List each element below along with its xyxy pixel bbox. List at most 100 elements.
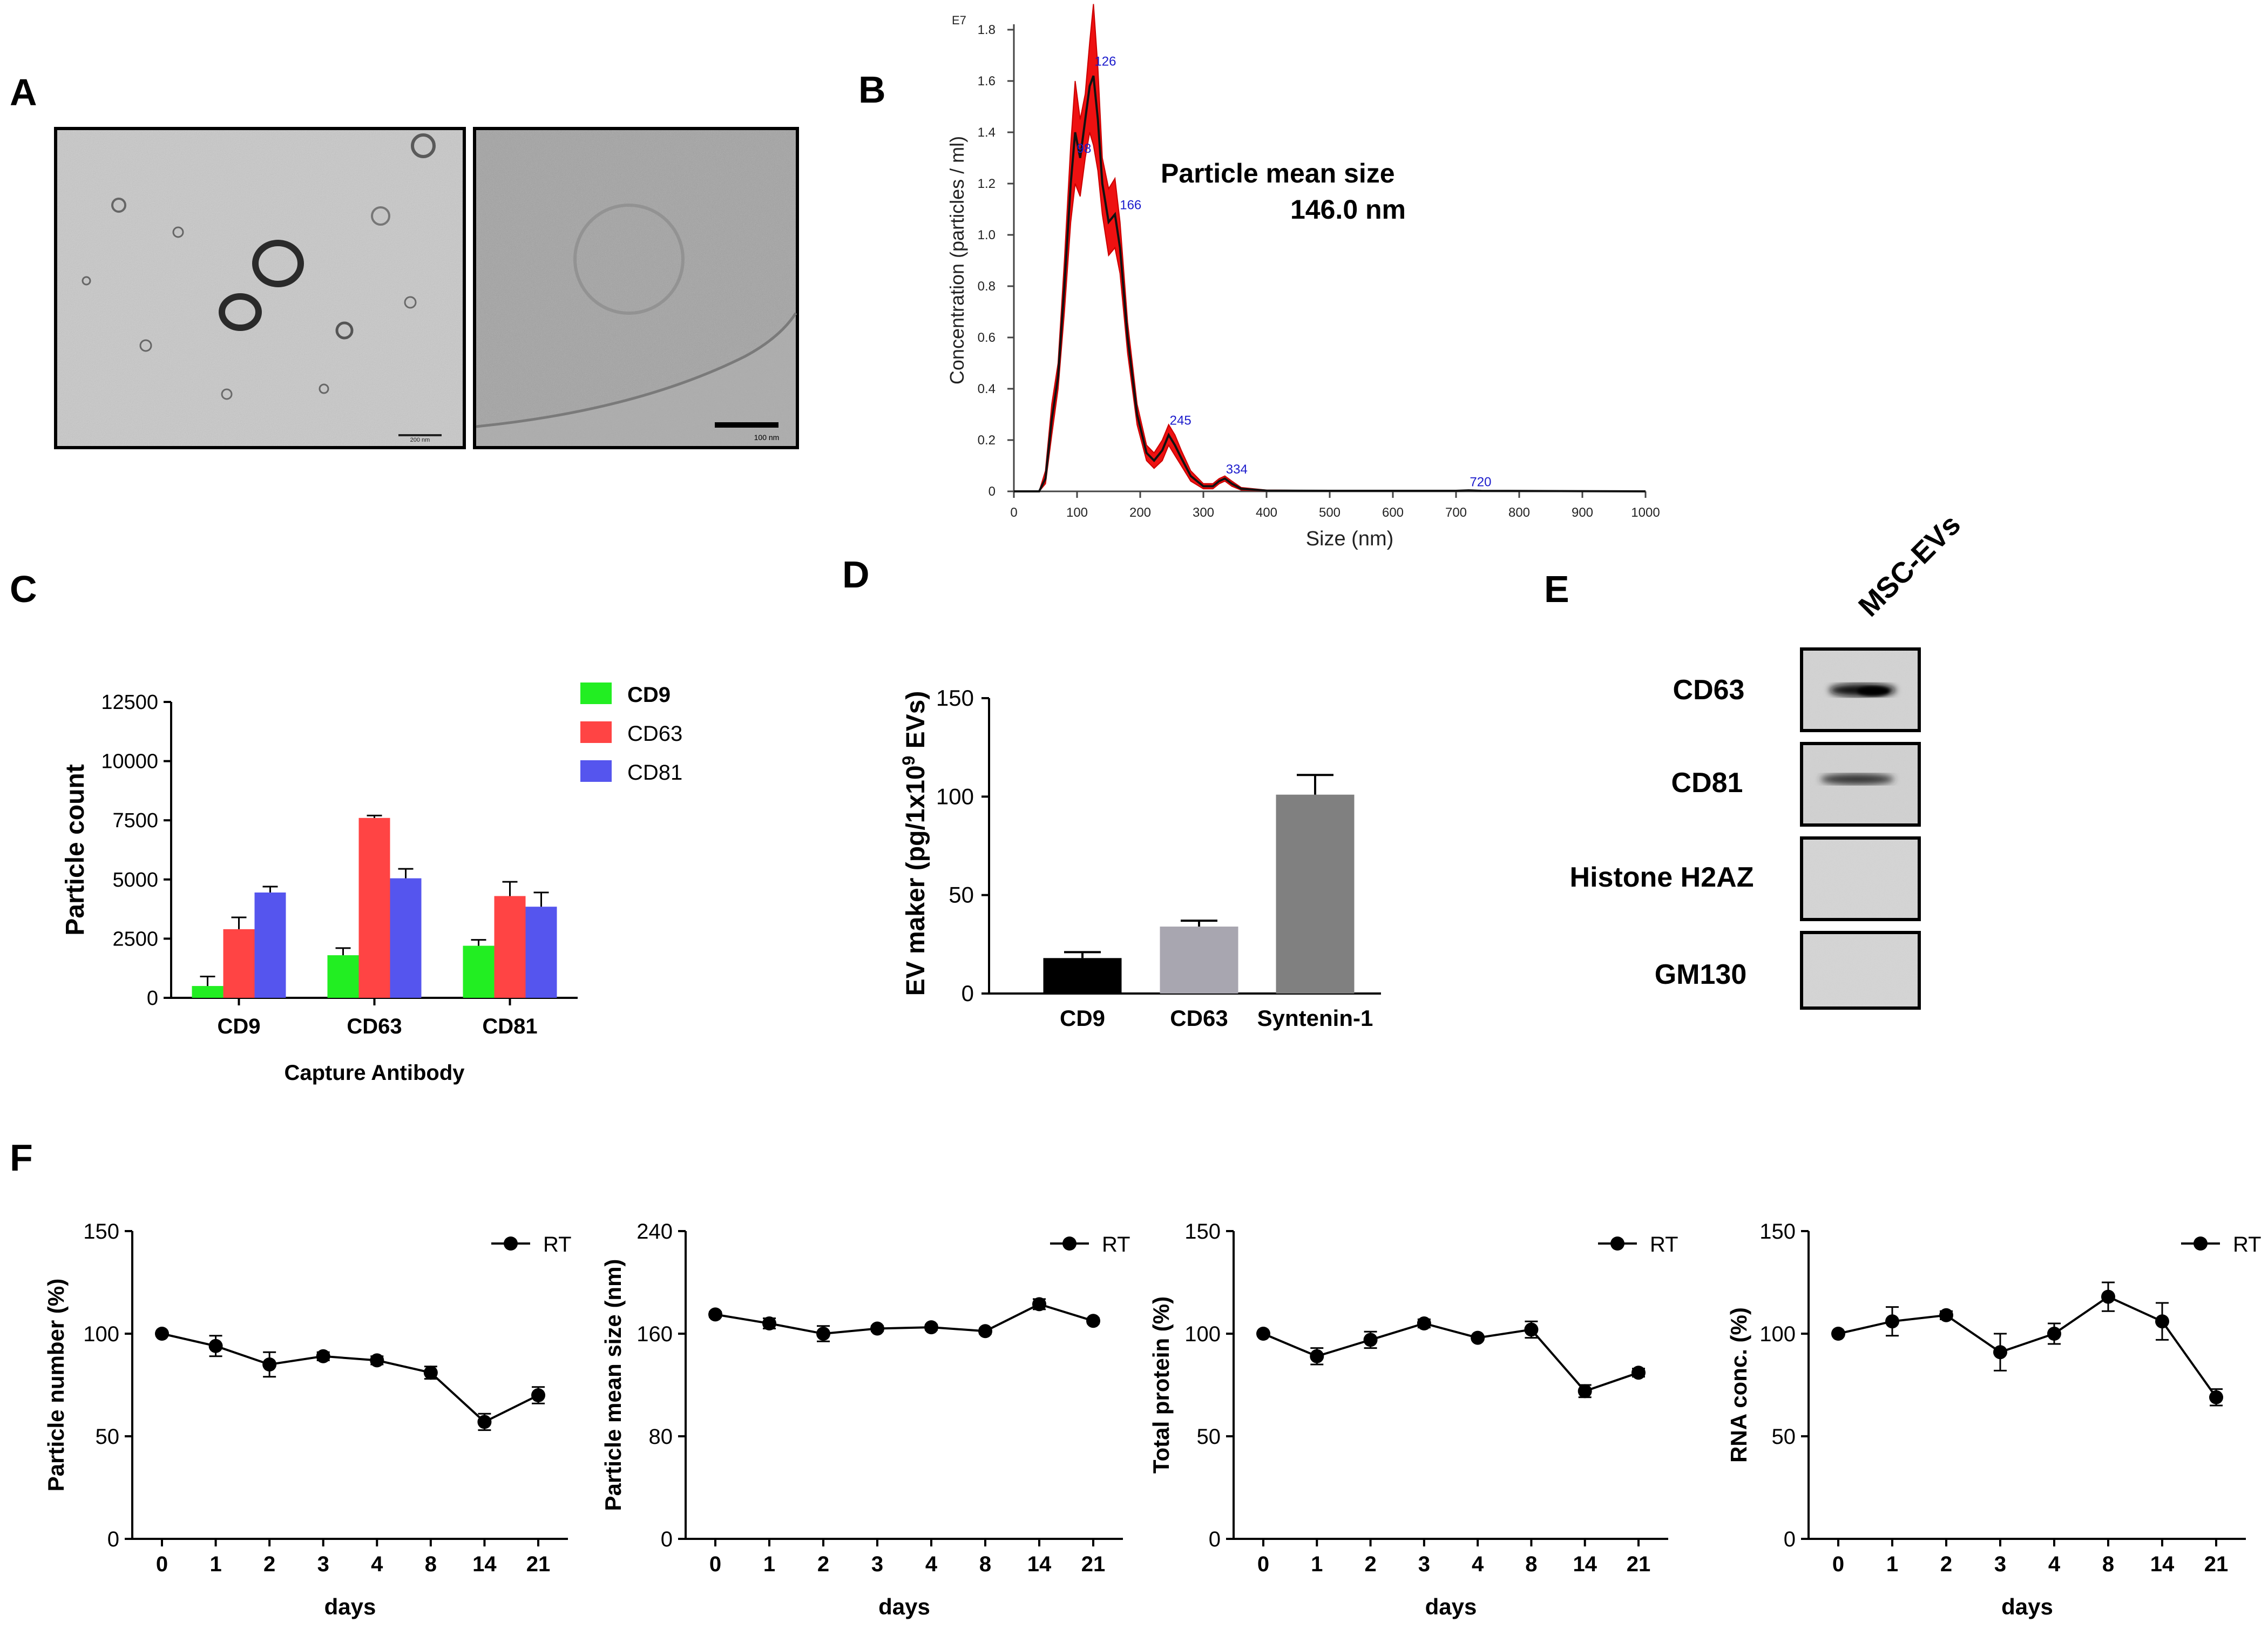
y-tick-label: 1.8 <box>978 23 996 37</box>
y-axis-label: Particle mean size (nm) <box>600 1259 626 1511</box>
bar-cd63 <box>223 929 255 998</box>
legend-swatch <box>580 683 612 704</box>
cryo-em-image: 100 nm <box>473 127 799 449</box>
series-error-band <box>1014 4 1646 492</box>
panel-letter-a: A <box>10 71 37 113</box>
y-multiplier-label: E7 <box>952 13 966 27</box>
x-tick-label: 0 <box>1257 1552 1269 1576</box>
peak-label: 166 <box>1120 198 1141 213</box>
legend-label: CD63 <box>627 722 682 746</box>
total-protein-stability-chart: 0 50 100 150 0 1 2 3 4 8 14 21 days Total protein (%)… <box>1148 1220 1678 1619</box>
x-tick-label: 0 <box>709 1552 721 1576</box>
y-tick-label: 240 <box>637 1220 673 1244</box>
data-point <box>1885 1314 1899 1329</box>
data-point <box>1417 1316 1431 1330</box>
legend-label: RT <box>2233 1233 2262 1256</box>
x-tick-label: 8 <box>425 1552 437 1576</box>
data-point <box>1256 1327 1270 1341</box>
bar <box>1160 927 1238 994</box>
x-axis-label: days <box>2001 1594 2053 1619</box>
legend-marker <box>1062 1236 1077 1251</box>
x-tick-label: 4 <box>2048 1552 2061 1576</box>
data-point <box>2155 1314 2169 1329</box>
x-tick-label: 2 <box>1364 1552 1376 1576</box>
x-tick-label: CD63 <box>347 1015 402 1038</box>
y-tick-label: 150 <box>1759 1220 1796 1244</box>
x-tick-label: 0 <box>1010 505 1017 520</box>
data-point <box>1831 1327 1845 1341</box>
y-tick-label: 0 <box>1784 1528 1796 1551</box>
x-tick-label: 400 <box>1256 505 1277 520</box>
y-tick-label: 100 <box>1184 1322 1221 1346</box>
y-axis-label: Particle count <box>61 764 90 935</box>
bar-cd63 <box>494 896 526 998</box>
bar-cd81 <box>525 907 557 998</box>
data-point <box>262 1357 277 1371</box>
y-tick-label: 0.6 <box>978 330 996 345</box>
y-tick-label: 0.2 <box>978 433 996 448</box>
legend-label: RT <box>1650 1233 1678 1256</box>
x-axis-label: days <box>1425 1594 1477 1619</box>
series-line-mean <box>1014 75 1646 492</box>
x-tick-label: 4 <box>371 1552 383 1576</box>
x-tick-label: 4 <box>1472 1552 1484 1576</box>
data-point <box>1993 1345 2007 1360</box>
x-tick-label: 2 <box>263 1552 275 1576</box>
western-column-label: MSC-EVs <box>1852 508 1967 623</box>
peak-label: 720 <box>1470 475 1491 490</box>
y-tick-label: 1.4 <box>978 125 996 140</box>
panel-letter-b: B <box>858 69 886 111</box>
y-tick-label: 0 <box>107 1528 119 1551</box>
data-point <box>1363 1333 1378 1347</box>
panel-letter-d: D <box>842 553 870 596</box>
western-blot: CD63 CD81 Histone H2AZ GM130 <box>1570 647 1921 1010</box>
x-tick-label: 200 <box>1129 505 1151 520</box>
legend-marker <box>1610 1236 1624 1251</box>
bar <box>1276 794 1355 994</box>
x-tick-label: 21 <box>526 1552 551 1576</box>
blot-row: CD81 <box>1671 742 1921 827</box>
y-tick-label: 50 <box>1772 1425 1796 1449</box>
tem-scale-label: 200 nm <box>410 437 430 443</box>
legend-label: CD9 <box>627 683 671 707</box>
data-point <box>370 1353 384 1368</box>
x-tick-label: 0 <box>156 1552 168 1576</box>
data-point <box>870 1321 884 1336</box>
y-tick-label: 50 <box>1197 1425 1221 1449</box>
legend-label: RT <box>543 1233 572 1256</box>
legend-label: CD81 <box>627 761 682 785</box>
y-tick-label: 0 <box>147 987 158 1010</box>
vesicle-outline <box>573 204 685 315</box>
data-point <box>1578 1384 1592 1398</box>
data-point <box>1631 1366 1646 1380</box>
x-tick-label: 1000 <box>1631 505 1660 520</box>
y-tick-label: 7500 <box>112 809 158 832</box>
peak-label: 126 <box>1094 55 1116 69</box>
rna-conc-stability-chart: 0 50 100 150 0 1 2 3 4 8 14 21 days RNA conc. (%) RT <box>1726 1220 2262 1619</box>
cryo-scale-label: 100 nm <box>754 433 780 442</box>
data-point <box>316 1349 330 1363</box>
particle-size-stability-chart: 0 80 160 240 0 1 2 3 4 8 14 21 days Particle mean siz… <box>600 1220 1130 1619</box>
peak-label: 334 <box>1226 462 1248 477</box>
bar-cd81 <box>390 878 422 998</box>
series-line-rt <box>1263 1322 1639 1393</box>
vesicle-shapes <box>82 133 436 400</box>
x-tick-label: 14 <box>472 1552 497 1576</box>
data-point <box>1310 1349 1324 1363</box>
peak-label: 98 <box>1077 141 1092 156</box>
data-point <box>1471 1330 1485 1345</box>
y-axis-label: Particle number (%) <box>43 1279 69 1491</box>
x-tick-label: 1 <box>763 1552 775 1576</box>
x-tick-label: 1 <box>209 1552 221 1576</box>
x-axis-label: Capture Antibody <box>284 1061 465 1085</box>
data-point <box>208 1339 223 1353</box>
data-point <box>924 1320 938 1335</box>
y-tick-label: 12500 <box>101 691 158 714</box>
y-tick-label: 0.4 <box>978 382 996 396</box>
y-tick-label: 10000 <box>101 751 158 773</box>
y-tick-label: 0 <box>989 484 996 499</box>
series-line-rt <box>1838 1295 2217 1398</box>
y-tick-label: 100 <box>936 783 974 809</box>
x-tick-label: 800 <box>1508 505 1530 520</box>
data-point <box>2101 1289 2115 1304</box>
